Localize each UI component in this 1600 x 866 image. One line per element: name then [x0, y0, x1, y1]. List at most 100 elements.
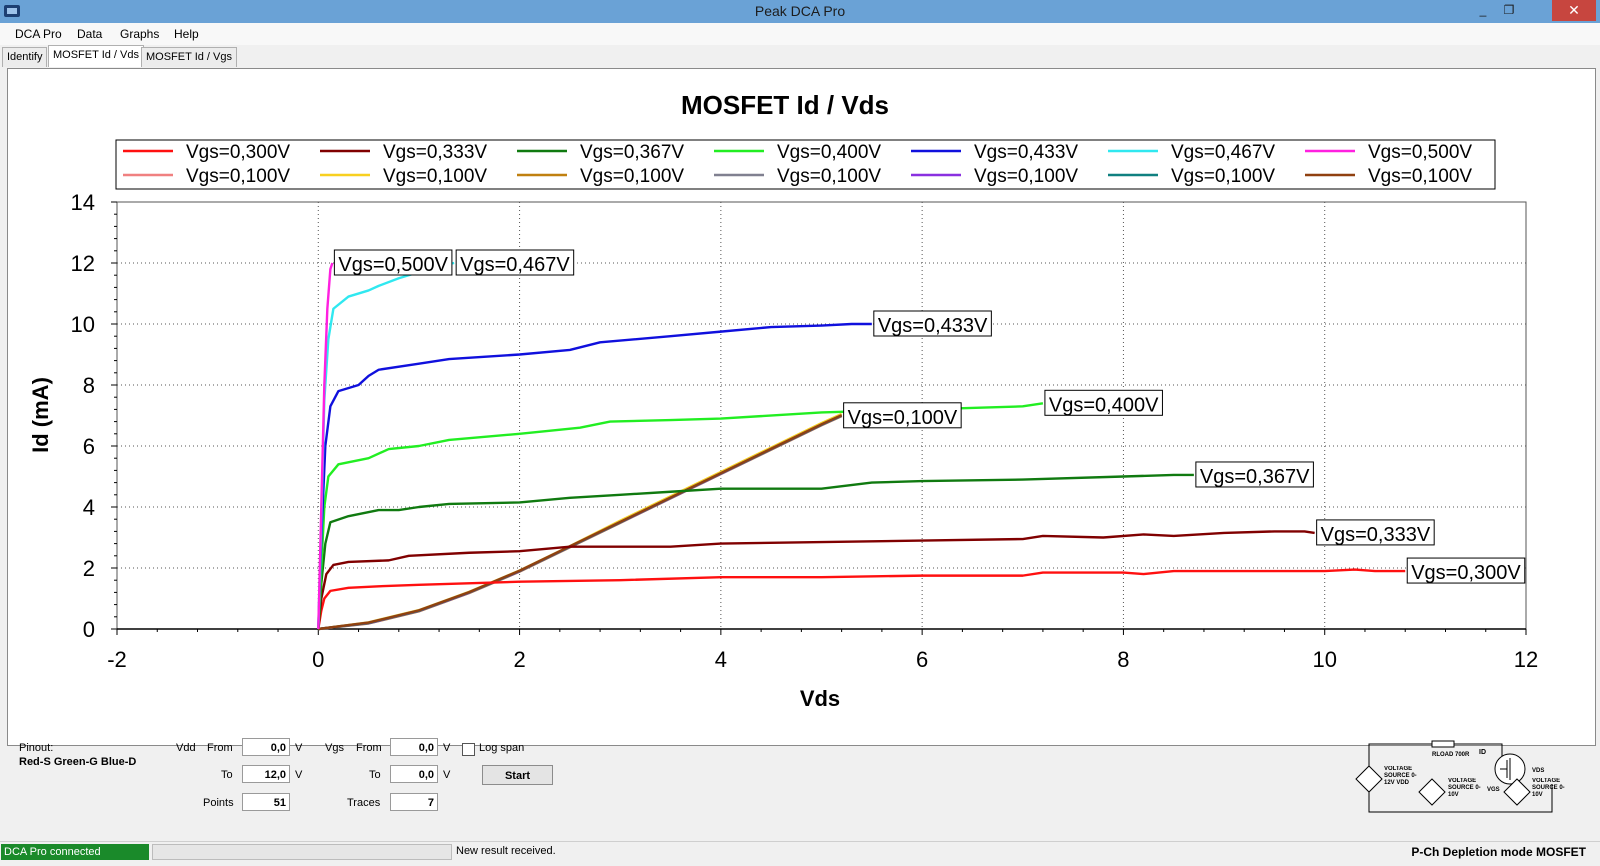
- legend-item-label: Vgs=0,500V: [1368, 142, 1472, 163]
- y-axis-label: Id (mA): [28, 377, 53, 453]
- y-tick-label: 12: [71, 251, 95, 276]
- axes: -2 0 2 4 6 8 10 12 0 2 4 6 8 10 12 14: [71, 190, 1539, 672]
- series-end-label-box: [1044, 389, 1163, 416]
- legend-item-label: Vgs=0,100V: [974, 166, 1078, 187]
- series-line-2: [317, 473, 1194, 630]
- vgs-circuit-label: VGS: [1487, 787, 1500, 793]
- log-span-checkbox[interactable]: [462, 743, 475, 756]
- vdd-to-unit: V: [295, 769, 303, 781]
- x-tick-label: 10: [1312, 647, 1336, 672]
- legend-item-label: Vgs=0,100V: [186, 166, 290, 187]
- series-end-label-text: Vgs=0,433V: [878, 315, 988, 337]
- y-tick-label: 8: [83, 373, 95, 398]
- id-label: ID: [1479, 749, 1486, 756]
- app-icon: [4, 4, 20, 18]
- connection-status: DCA Pro connected: [1, 844, 149, 860]
- device-type: P-Ch Depletion mode MOSFET: [1411, 845, 1586, 859]
- legend-item-label: Vgs=0,100V: [383, 166, 487, 187]
- title-bar: Peak DCA Pro _ ❐ ✕: [0, 0, 1600, 23]
- series-end-label-1: Vgs=0,333V: [1316, 519, 1435, 546]
- series-end-label-text: Vgs=0,300V: [1411, 562, 1521, 584]
- y-tick-label: 2: [83, 556, 95, 581]
- legend-item-label: Vgs=0,100V: [1171, 166, 1275, 187]
- source-vdd-label: VOLTAGE SOURCE 0-12V VDD: [1384, 766, 1417, 786]
- series-end-label-text: Vgs=0,467V: [460, 254, 570, 276]
- series-end-label-box: [333, 249, 453, 276]
- series-line-13: [318, 414, 843, 631]
- series-end-label-box: [873, 310, 992, 337]
- vgs-to-unit: V: [443, 769, 451, 781]
- y-tick-label: 14: [71, 190, 95, 215]
- close-button[interactable]: ✕: [1552, 0, 1596, 21]
- chart-title: MOSFET Id / Vds: [681, 90, 889, 120]
- series-labels: Vgs=0,100V Vgs=0,300V Vgs=0,333V Vgs=0,367V…: [333, 249, 1526, 584]
- y-tick-label: 0: [83, 617, 95, 642]
- grid: [117, 202, 1526, 629]
- menu-dca-pro[interactable]: DCA Pro: [15, 27, 62, 41]
- points-input[interactable]: 51: [242, 793, 290, 811]
- vgs-from-unit: V: [443, 742, 451, 754]
- series-line-6: [317, 262, 334, 630]
- vdd-to-input[interactable]: 12,0: [242, 765, 290, 783]
- points-label: Points: [203, 797, 234, 809]
- x-axis-label: Vds: [800, 686, 840, 711]
- menu-help[interactable]: Help: [174, 27, 199, 41]
- series-end-label-text: Vgs=0,100V: [848, 407, 958, 429]
- start-button[interactable]: Start: [482, 765, 553, 785]
- legend-item-label: Vgs=0,100V: [777, 166, 881, 187]
- series-end-label-6: Vgs=0,500V: [333, 249, 453, 276]
- x-tick-label: 4: [715, 647, 727, 672]
- chart-panel: MOSFET Id / Vds Vds Id (mA) -2 0 2 4 6 8 10 12 0…: [7, 68, 1596, 746]
- vdd-to-label: To: [221, 769, 233, 781]
- series-end-label-box: [1195, 461, 1314, 488]
- status-bar: DCA Pro connected New result received. P…: [0, 841, 1600, 866]
- log-span-label: Log span: [479, 742, 525, 754]
- source-2-label: VOLTAGE SOURCE 0-10V: [1448, 778, 1481, 798]
- legend-item-label: Vgs=0,100V: [1368, 166, 1472, 187]
- vgs-from-input[interactable]: 0,0: [390, 738, 438, 756]
- legend-item-label: Vgs=0,400V: [777, 142, 881, 163]
- tab-mosfet-id-vds[interactable]: MOSFET Id / Vds: [48, 45, 144, 67]
- vdd-from-input[interactable]: 0,0: [242, 738, 290, 756]
- traces-input[interactable]: 7: [390, 793, 438, 811]
- legend-item-label: Vgs=0,300V: [186, 142, 290, 163]
- status-message: New result received.: [456, 845, 556, 857]
- settings-panel: Pinout: Red-S Green-G Blue-D Vdd From 0,…: [0, 738, 1600, 840]
- tab-mosfet-id-vgs[interactable]: MOSFET Id / Vgs: [141, 47, 237, 67]
- menu-graphs[interactable]: Graphs: [120, 27, 160, 41]
- pinout-label: Pinout:: [19, 742, 54, 754]
- vds-label: VDS: [1532, 768, 1544, 774]
- series-line-1: [317, 530, 1315, 630]
- restore-button[interactable]: ❐: [1503, 3, 1515, 17]
- legend-item-label: Vgs=0,367V: [580, 142, 684, 163]
- id-vds-chart: MOSFET Id / Vds Vds Id (mA) -2 0 2 4 6 8 10 12 0…: [28, 90, 1539, 711]
- series-end-label-box: [1316, 519, 1435, 546]
- legend-box: [115, 139, 1496, 190]
- series-line-4: [317, 322, 872, 630]
- series-end-label-text: Vgs=0,400V: [1049, 394, 1159, 416]
- legend-item-label: Vgs=0,433V: [974, 142, 1078, 163]
- x-tick-label: 8: [1117, 647, 1129, 672]
- series-end-label-2: Vgs=0,367V: [1195, 461, 1314, 488]
- vgs-from-label: From: [356, 742, 382, 754]
- tab-identify[interactable]: Identify: [2, 47, 48, 67]
- menu-data[interactable]: Data: [77, 27, 103, 41]
- y-tick-label: 10: [71, 312, 95, 337]
- menu-bar: DCA Pro Data Graphs Help: [0, 23, 1600, 45]
- window-title: Peak DCA Pro: [754, 3, 846, 19]
- vdd-from-label: From: [207, 742, 233, 754]
- series-end-label-11: Vgs=0,100V: [843, 402, 962, 429]
- progress-bar: [152, 844, 452, 860]
- series-end-label-text: Vgs=0,333V: [1321, 524, 1431, 546]
- legend-item-label: Vgs=0,100V: [580, 166, 684, 187]
- series-line-8: [318, 412, 843, 631]
- legend-item-label: Vgs=0,467V: [1171, 142, 1275, 163]
- legend: Vgs=0,300V Vgs=0,333V Vgs=0,367V Vgs=0,400V…: [115, 139, 1496, 190]
- minimize-button[interactable]: _: [1479, 3, 1487, 17]
- vgs-to-input[interactable]: 0,0: [390, 765, 438, 783]
- vgs-to-label: To: [369, 769, 381, 781]
- series-lines: [317, 261, 1406, 631]
- series-end-label-4: Vgs=0,433V: [873, 310, 992, 337]
- series-line-3: [317, 402, 1044, 630]
- series-end-label-text: Vgs=0,367V: [1200, 466, 1310, 488]
